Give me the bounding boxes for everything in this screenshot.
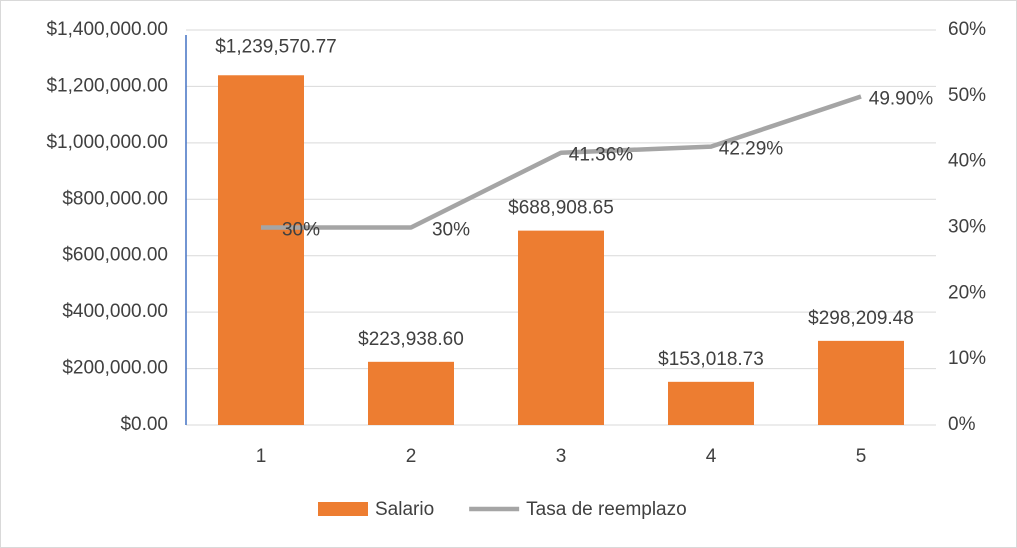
y-tick-label: $400,000.00: [62, 301, 168, 322]
y-tick-label: $1,200,000.00: [46, 75, 168, 96]
y-tick-label: $0.00: [120, 414, 168, 435]
y2-tick-label: 10%: [948, 348, 986, 369]
legend-label: Salario: [375, 499, 434, 520]
y-tick-label: $1,000,000.00: [46, 132, 168, 153]
y-tick-label: $200,000.00: [62, 358, 168, 379]
x-tick-label: 4: [706, 446, 717, 467]
bar-value-label: $223,938.60: [358, 329, 464, 350]
line-value-label: 42.29%: [719, 139, 784, 160]
y-tick-label: $1,400,000.00: [46, 19, 168, 40]
bar-value-label: $688,908.65: [508, 198, 614, 219]
line-value-label: 30%: [432, 220, 470, 241]
y2-tick-label: 0%: [948, 414, 976, 435]
bar: [218, 75, 304, 425]
y2-tick-label: 20%: [948, 282, 986, 303]
y2-tick-label: 60%: [948, 19, 986, 40]
y-tick-label: $800,000.00: [62, 188, 168, 209]
bar: [518, 230, 604, 425]
x-tick-label: 1: [256, 446, 267, 467]
bar-value-label: $1,239,570.77: [215, 36, 337, 57]
x-tick-label: 3: [556, 446, 567, 467]
bar: [668, 381, 754, 425]
bar: [368, 361, 454, 425]
y2-tick-label: 30%: [948, 217, 986, 238]
line-value-label: 41.36%: [569, 145, 634, 166]
bar-value-label: $153,018.73: [658, 349, 764, 370]
x-tick-label: 2: [406, 446, 417, 467]
bar-value-label: $298,209.48: [808, 308, 914, 329]
line: [261, 94, 862, 230]
line-value-label: 30%: [282, 220, 320, 241]
bar: [818, 340, 904, 425]
x-tick-label: 5: [856, 446, 867, 467]
y2-tick-label: 50%: [948, 85, 986, 106]
legend-label: Tasa de reemplazo: [526, 499, 687, 520]
y2-tick-label: 40%: [948, 151, 986, 172]
y-tick-label: $600,000.00: [62, 245, 168, 266]
legend-swatch: [318, 502, 368, 516]
line-value-label: 49.90%: [869, 89, 934, 110]
